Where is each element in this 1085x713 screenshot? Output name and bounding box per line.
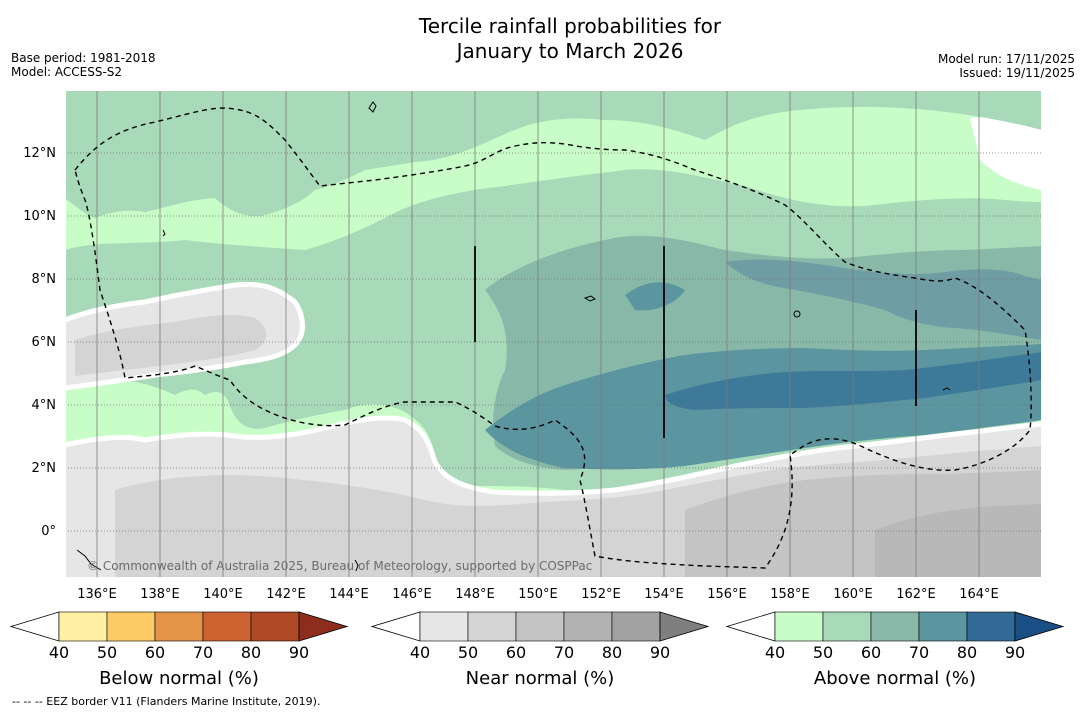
tercile-boundary-south xyxy=(65,415,1042,496)
colorbar-above-segment xyxy=(966,611,1016,642)
colorbar-below-tick: 60 xyxy=(144,643,166,662)
colorbar-above-segment xyxy=(822,611,872,642)
islands xyxy=(76,101,951,572)
colorbar-near-title: Near normal (%) xyxy=(465,668,615,689)
chart-title: Tercile rainfall probabilities for Janua… xyxy=(0,14,1085,64)
lon-label-160e: 160°E xyxy=(833,587,873,602)
latitude-gridlines xyxy=(65,152,1042,532)
island-lines xyxy=(474,246,917,438)
colorbar-below-segment xyxy=(202,611,252,642)
colorbar-near-tick: 90 xyxy=(649,643,671,662)
colorbar-near-segment xyxy=(419,611,469,642)
colorbar-near-segment xyxy=(515,611,565,642)
colorbar-near-tick: 70 xyxy=(553,643,575,662)
lon-label-144e: 144°E xyxy=(329,587,369,602)
base-period-label: Base period: 1981-2018 xyxy=(11,51,156,65)
colorbar-above-min-arrow xyxy=(725,611,776,642)
colorbar-below-segment xyxy=(106,611,156,642)
lon-label-158e: 158°E xyxy=(770,587,810,602)
colorbar-above-tick: 70 xyxy=(908,643,930,662)
model-run-label: Model run: 17/11/2025 xyxy=(937,52,1075,66)
colorbar-above-normal xyxy=(725,611,1065,642)
colorbar-near-tick: 80 xyxy=(601,643,623,662)
lon-label-146e: 146°E xyxy=(392,587,432,602)
chart-title-line2: January to March 2026 xyxy=(456,39,684,63)
lat-label-2n: 2°N xyxy=(31,461,57,476)
lon-label-154e: 154°E xyxy=(644,587,684,602)
colorbar-near-max-arrow xyxy=(659,611,710,642)
lon-label-162e: 162°E xyxy=(896,587,936,602)
colorbar-below-tick: 80 xyxy=(240,643,262,662)
eez-footnote: -- -- -- EEZ border V11 (Flanders Marine… xyxy=(12,695,321,708)
colorbar-below-tick: 90 xyxy=(288,643,310,662)
colorbar-near-min-arrow xyxy=(370,611,421,642)
colorbar-above-tick: 90 xyxy=(1004,643,1026,662)
colorbar-near-segment xyxy=(467,611,517,642)
colorbar-near-normal xyxy=(370,611,710,642)
colorbar-above-tick: 80 xyxy=(956,643,978,662)
colorbar-below-max-arrow xyxy=(298,611,349,642)
issued-label: Issued: 19/11/2025 xyxy=(959,66,1075,80)
colorbar-above-title: Above normal (%) xyxy=(813,668,977,689)
colorbar-above-tick: 60 xyxy=(860,643,882,662)
colorbar-above-segment xyxy=(918,611,968,642)
colorbar-below-segment xyxy=(250,611,300,642)
colorbar-below-title: Below normal (%) xyxy=(99,668,259,689)
near-50-west xyxy=(75,315,267,376)
colorbar-near-segment xyxy=(611,611,661,642)
eez-border xyxy=(74,107,1032,569)
lat-label-0: 0° xyxy=(41,524,56,539)
colorbar-near-tick: 50 xyxy=(457,643,479,662)
colorbar-below-tick: 70 xyxy=(192,643,214,662)
colorbar-above-segment xyxy=(774,611,824,642)
copyright-text: © Commonwealth of Australia 2025, Bureau… xyxy=(87,559,592,573)
meta-left: Base period: 1981-2018 Model: ACCESS-S2 xyxy=(11,51,156,79)
lon-label-138e: 138°E xyxy=(140,587,180,602)
lon-label-148e: 148°E xyxy=(455,587,495,602)
colorbar-below-min-arrow xyxy=(9,611,60,642)
colorbar-below-tick: 50 xyxy=(96,643,118,662)
colorbar-above-segment xyxy=(870,611,920,642)
lon-label-152e: 152°E xyxy=(581,587,621,602)
above-70-patch xyxy=(625,282,685,311)
lon-label-164e: 164°E xyxy=(959,587,999,602)
model-label: Model: ACCESS-S2 xyxy=(11,65,123,79)
lon-label-136e: 136°E xyxy=(77,587,117,602)
colorbar-above-tick: 50 xyxy=(812,643,834,662)
near-70-southeast xyxy=(875,504,1042,578)
lon-label-150e: 150°E xyxy=(518,587,558,602)
chart-title-line1: Tercile rainfall probabilities for xyxy=(418,14,722,38)
lat-label-6n: 6°N xyxy=(31,335,57,350)
probability-map: © Commonwealth of Australia 2025, Bureau… xyxy=(65,90,1042,578)
colorbar-below-tick: 40 xyxy=(48,643,70,662)
lat-label-8n: 8°N xyxy=(31,272,57,287)
colorbars xyxy=(9,611,1065,642)
lon-label-156e: 156°E xyxy=(707,587,747,602)
lat-label-4n: 4°N xyxy=(31,398,57,413)
colorbar-below-normal xyxy=(9,611,349,642)
above-70-north-band xyxy=(725,259,1042,340)
map-frame xyxy=(65,90,1042,578)
lat-label-10n: 10°N xyxy=(23,209,56,224)
meta-right: Model run: 17/11/2025 Issued: 19/11/2025 xyxy=(938,52,1075,80)
colorbar-below-segment xyxy=(58,611,108,642)
lon-label-142e: 142°E xyxy=(266,587,306,602)
lat-label-12n: 12°N xyxy=(23,146,56,161)
colorbar-above-tick: 40 xyxy=(764,643,786,662)
colorbar-near-tick: 40 xyxy=(409,643,431,662)
colorbar-below-segment xyxy=(154,611,204,642)
above-80-band xyxy=(665,352,1042,410)
above-50-north xyxy=(65,90,1042,218)
colorbar-above-max-arrow xyxy=(1014,611,1065,642)
colorbar-near-segment xyxy=(563,611,613,642)
colorbar-near-tick: 60 xyxy=(505,643,527,662)
lon-label-140e: 140°E xyxy=(203,587,243,602)
no-signal-region-ne xyxy=(970,117,1042,190)
